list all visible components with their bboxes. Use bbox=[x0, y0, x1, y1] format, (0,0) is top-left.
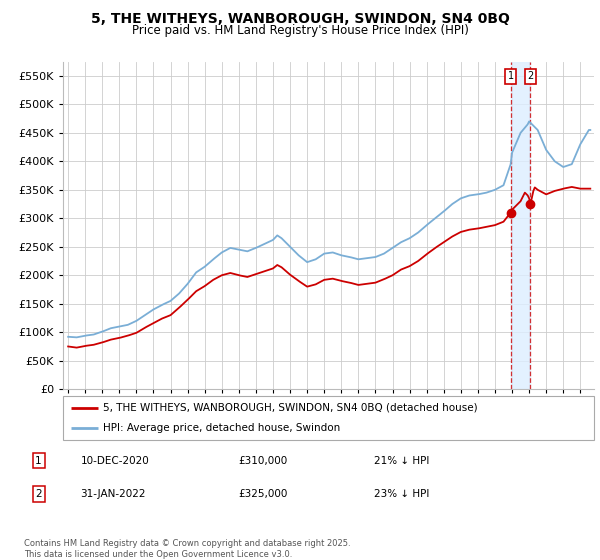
Text: 1: 1 bbox=[35, 456, 42, 466]
Text: Price paid vs. HM Land Registry's House Price Index (HPI): Price paid vs. HM Land Registry's House … bbox=[131, 24, 469, 37]
Text: Contains HM Land Registry data © Crown copyright and database right 2025.
This d: Contains HM Land Registry data © Crown c… bbox=[24, 539, 350, 559]
Text: 21% ↓ HPI: 21% ↓ HPI bbox=[374, 456, 429, 466]
Text: 2: 2 bbox=[35, 489, 42, 499]
Text: 31-JAN-2022: 31-JAN-2022 bbox=[80, 489, 146, 499]
Text: HPI: Average price, detached house, Swindon: HPI: Average price, detached house, Swin… bbox=[103, 423, 340, 433]
Text: 5, THE WITHEYS, WANBOROUGH, SWINDON, SN4 0BQ (detached house): 5, THE WITHEYS, WANBOROUGH, SWINDON, SN4… bbox=[103, 403, 478, 413]
Bar bbox=[511, 62, 530, 389]
FancyBboxPatch shape bbox=[63, 396, 594, 440]
Text: 10-DEC-2020: 10-DEC-2020 bbox=[80, 456, 149, 466]
Text: 5, THE WITHEYS, WANBOROUGH, SWINDON, SN4 0BQ: 5, THE WITHEYS, WANBOROUGH, SWINDON, SN4… bbox=[91, 12, 509, 26]
Text: 1: 1 bbox=[508, 72, 514, 81]
Text: £325,000: £325,000 bbox=[238, 489, 287, 499]
Text: 2: 2 bbox=[527, 72, 533, 81]
Text: 23% ↓ HPI: 23% ↓ HPI bbox=[374, 489, 429, 499]
Text: £310,000: £310,000 bbox=[238, 456, 287, 466]
